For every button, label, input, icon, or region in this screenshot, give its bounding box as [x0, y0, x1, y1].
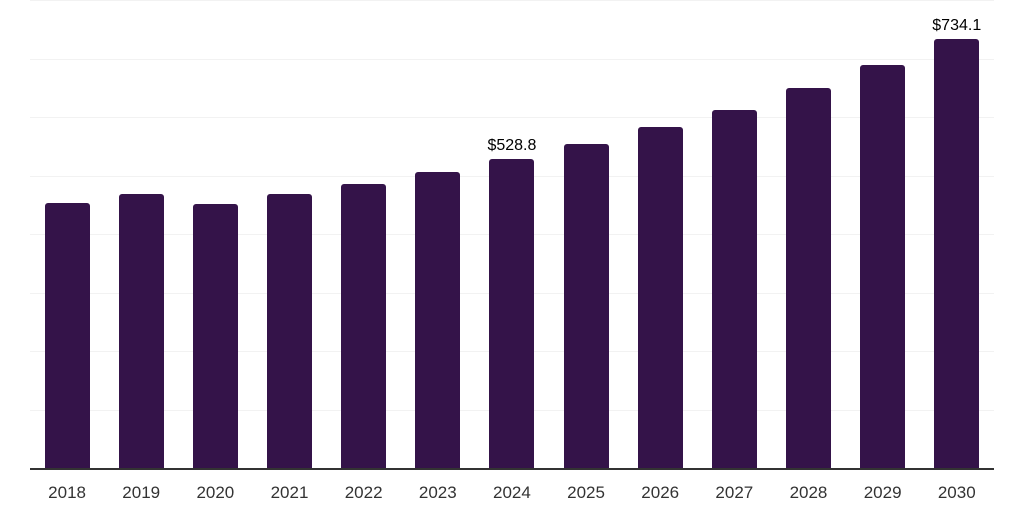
bar-2022 — [341, 183, 387, 468]
x-tick-label-2029: 2029 — [863, 483, 902, 502]
bar-2021 — [266, 194, 312, 468]
bar-2027 — [711, 109, 757, 468]
x-tick-label-2018: 2018 — [48, 483, 86, 502]
x-tick-label-2026: 2026 — [641, 483, 680, 502]
bar-slot-2018 — [30, 0, 104, 468]
value-label-2024: $528.8 — [487, 136, 537, 154]
bar-slot-2028 — [771, 0, 845, 468]
bar-2030 — [934, 38, 980, 468]
x-tick-label-2027: 2027 — [715, 483, 754, 502]
bar-slot-2021 — [252, 0, 326, 468]
value-label-2030: $734.1 — [932, 16, 982, 34]
x-tick-label-2025: 2025 — [567, 483, 605, 502]
bar-2025 — [563, 144, 609, 468]
bar-slot-2022 — [327, 0, 401, 468]
bar-2020 — [192, 204, 238, 468]
bar-2024 — [489, 158, 535, 468]
x-tick-label-2021: 2021 — [270, 483, 309, 502]
x-tick-label-2030: 2030 — [937, 483, 976, 502]
bar-2018 — [44, 203, 90, 468]
bar-2019 — [118, 193, 164, 468]
x-tick-label-2020: 2020 — [196, 483, 235, 502]
x-tick-label-2023: 2023 — [418, 483, 457, 502]
plot-area: $528.8 $734.1 — [30, 0, 994, 470]
bar-slot-2020 — [178, 0, 252, 468]
x-tick-label-2024: 2024 — [493, 483, 531, 502]
bar-slot-2030: $734.1 — [920, 0, 994, 468]
bar-2023 — [415, 171, 461, 468]
x-axis-labels: 2018 2019 2020 2021 2022 2023 2024 2025 2026 2027… — [30, 470, 994, 503]
bar-2029 — [860, 65, 906, 468]
bar-slot-2025 — [549, 0, 623, 468]
bar-slot-2023 — [401, 0, 475, 468]
bar-slot-2026 — [623, 0, 697, 468]
bar-slot-2027 — [697, 0, 771, 468]
bars-container: $528.8 $734.1 — [30, 0, 994, 468]
bar-2028 — [785, 87, 831, 468]
bar-slot-2019 — [104, 0, 178, 468]
x-tick-label-2022: 2022 — [344, 483, 383, 502]
bar-slot-2029 — [846, 0, 920, 468]
x-tick-label-2019: 2019 — [122, 483, 161, 502]
bar-slot-2024: $528.8 — [475, 0, 549, 468]
bar-2026 — [637, 127, 683, 468]
x-tick-label-2028: 2028 — [789, 483, 828, 502]
